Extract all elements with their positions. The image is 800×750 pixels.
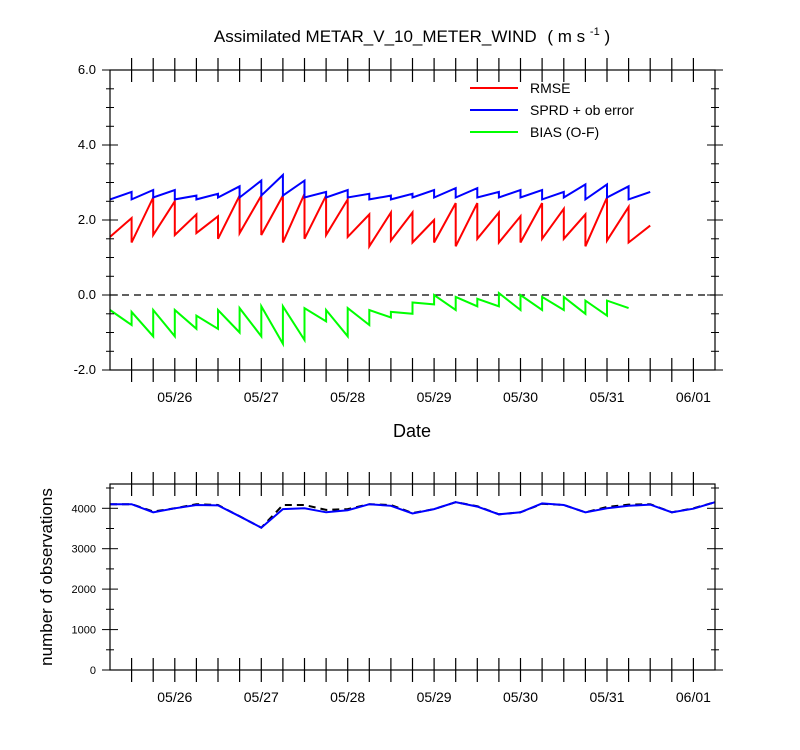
x-tick-label: 05/31	[589, 389, 624, 405]
top-x-axis-label: Date	[393, 421, 431, 441]
x-tick-label: 06/01	[676, 689, 711, 705]
x-tick-label: 05/27	[244, 389, 279, 405]
bottom-y-tick-labels: 0 1000 2000 3000 4000	[72, 503, 96, 677]
x-tick-label: 05/29	[417, 389, 452, 405]
bottom-tick-marks	[102, 472, 723, 682]
bottom-y-axis-label: number of observations	[37, 488, 56, 666]
y-tick-label: 2.0	[78, 212, 96, 227]
chart-title-units-exponent: -1	[590, 26, 600, 38]
series-line-bias-o-f-	[109, 291, 629, 348]
y-tick-label: 2000	[72, 584, 96, 596]
y-tick-label: 0	[90, 665, 96, 677]
x-tick-label: 05/27	[244, 689, 279, 705]
series-line-sprd-ob-error	[109, 172, 651, 202]
legend: RMSE SPRD + ob error BIAS (O-F)	[470, 80, 634, 140]
chart-title-main: Assimilated METAR_V_10_METER_WIND	[214, 27, 537, 46]
x-tick-label: 05/28	[330, 389, 365, 405]
y-tick-label: 4.0	[78, 137, 96, 152]
top-panel: -2.00.02.04.06.0 05/26 05/27 05/28 05/29 05/…	[74, 58, 723, 441]
y-tick-label: 4000	[72, 503, 96, 515]
top-x-tick-labels: 05/26 05/27 05/28 05/29 05/30 05/31 06/01	[157, 389, 711, 405]
x-tick-label: 05/26	[157, 389, 192, 405]
y-tick-label: -2.0	[74, 362, 96, 377]
series-line-rmse	[109, 191, 651, 250]
x-tick-label: 05/30	[503, 389, 538, 405]
bottom-x-tick-labels: 05/26 05/27 05/28 05/29 05/30 05/31 06/01	[157, 689, 711, 705]
y-tick-label: 0.0	[78, 287, 96, 302]
x-tick-label: 06/01	[676, 389, 711, 405]
top-y-tick-labels: -2.0 0.0 2.0 4.0 6.0	[74, 62, 96, 377]
chart-title-units-prefix: ( m s	[547, 27, 585, 46]
y-tick-label: 6.0	[78, 62, 96, 77]
x-tick-label: 05/31	[589, 689, 624, 705]
x-tick-label: 05/29	[417, 689, 452, 705]
y-tick-label: 1000	[72, 625, 96, 637]
y-tick-label: 3000	[72, 544, 96, 556]
legend-label-rmse: RMSE	[530, 80, 570, 96]
chart-title-units-suffix: )	[604, 27, 610, 46]
x-tick-label: 05/26	[157, 689, 192, 705]
x-tick-label: 05/30	[503, 689, 538, 705]
x-tick-label: 05/28	[330, 689, 365, 705]
chart-title: Assimilated METAR_V_10_METER_WIND ( m s …	[214, 20, 610, 46]
top-series-group	[109, 172, 651, 348]
bottom-series-group	[110, 501, 716, 529]
bottom-plot-frame	[109, 483, 716, 671]
top-tick-marks	[102, 58, 723, 382]
legend-label-sprd: SPRD + ob error	[530, 102, 634, 118]
series-line-observations-assimilated	[110, 501, 716, 529]
legend-label-bias: BIAS (O-F)	[530, 124, 599, 140]
